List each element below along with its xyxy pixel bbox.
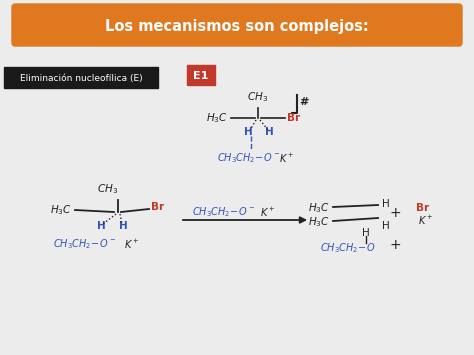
Text: $H_3C$: $H_3C$ xyxy=(308,215,330,229)
Text: Los mecanismos son complejos:: Los mecanismos son complejos: xyxy=(105,18,369,33)
Text: H: H xyxy=(244,127,252,137)
Text: $CH_3CH_2\!-\!O$: $CH_3CH_2\!-\!O$ xyxy=(320,241,376,255)
Text: Eliminación nucleofílica (E): Eliminación nucleofílica (E) xyxy=(20,73,142,82)
Text: $CH_3CH_2\!-\!O^-$: $CH_3CH_2\!-\!O^-$ xyxy=(54,237,117,251)
Text: $CH_3CH_2\!-\!O^-$: $CH_3CH_2\!-\!O^-$ xyxy=(192,205,255,219)
Text: E1: E1 xyxy=(193,71,209,81)
Text: $H_3C$: $H_3C$ xyxy=(206,111,228,125)
FancyBboxPatch shape xyxy=(12,4,462,46)
Text: H: H xyxy=(118,221,128,231)
Text: #: # xyxy=(299,97,309,107)
Text: Br: Br xyxy=(416,203,429,213)
Text: $CH_3$: $CH_3$ xyxy=(247,90,269,104)
Text: +: + xyxy=(389,238,401,252)
Text: $K^+$: $K^+$ xyxy=(124,237,140,251)
Text: $H_3C$: $H_3C$ xyxy=(50,203,72,217)
Text: H: H xyxy=(362,228,370,238)
Text: $H_3C$: $H_3C$ xyxy=(308,201,330,215)
Text: $CH_3CH_2\!-\!O^-$: $CH_3CH_2\!-\!O^-$ xyxy=(218,151,281,165)
Text: $CH_3$: $CH_3$ xyxy=(98,182,118,196)
Text: Br: Br xyxy=(287,113,300,123)
Text: +: + xyxy=(389,206,401,220)
Text: $K^+$: $K^+$ xyxy=(418,213,433,226)
Text: $K^+$: $K^+$ xyxy=(279,152,295,165)
Text: H: H xyxy=(382,199,390,209)
FancyBboxPatch shape xyxy=(187,65,215,85)
Text: $K^+$: $K^+$ xyxy=(260,206,276,219)
Text: Br: Br xyxy=(151,202,164,212)
Text: H: H xyxy=(264,127,273,137)
Text: H: H xyxy=(382,221,390,231)
Text: H: H xyxy=(97,221,105,231)
FancyBboxPatch shape xyxy=(4,67,158,88)
